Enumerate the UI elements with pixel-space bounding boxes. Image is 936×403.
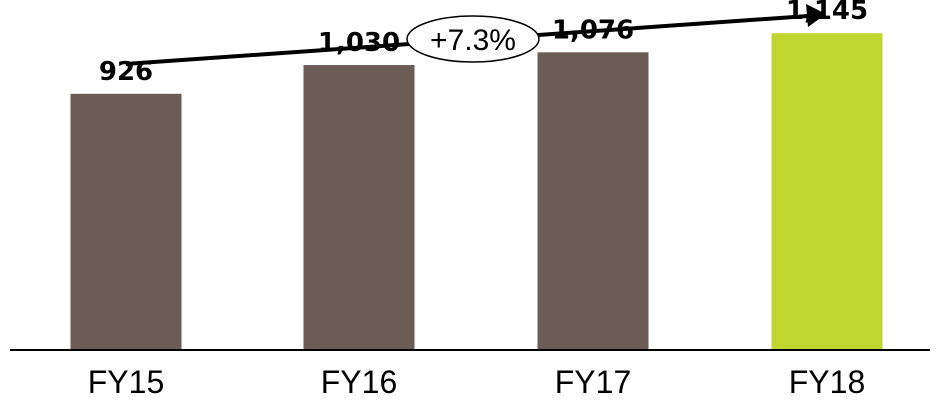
category-label-fy18: FY18 [789, 364, 865, 400]
value-label-fy18: 1,145 [786, 0, 868, 26]
bar-fy16 [303, 65, 415, 351]
growth-arrow-head [806, 4, 826, 27]
category-label-fy17: FY17 [555, 364, 631, 400]
bar-fy15 [70, 93, 182, 350]
growth-ellipse [406, 15, 540, 63]
category-label-fy16: FY16 [321, 364, 397, 400]
value-label-fy16: 1,030 [318, 28, 400, 58]
growth-annotation: +7.3% [125, 4, 826, 66]
bars-group [70, 33, 883, 351]
growth-label: +7.3% [430, 24, 516, 57]
category-label-fy15: FY15 [88, 364, 164, 400]
category-labels-group: FY15 FY16 FY17 FY18 [88, 364, 865, 400]
bar-fy18 [771, 33, 883, 350]
bar-fy17 [537, 52, 649, 350]
